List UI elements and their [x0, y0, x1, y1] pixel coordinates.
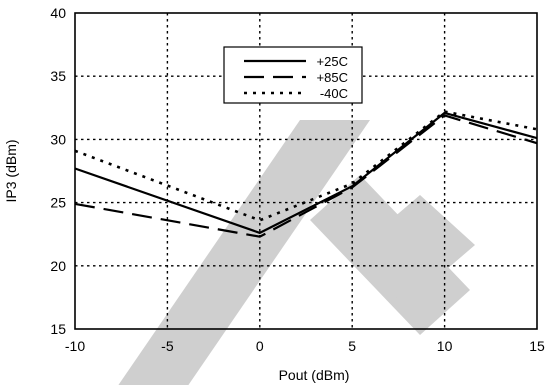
series-line-1: [75, 114, 537, 238]
x-tick-label: 10: [437, 338, 453, 354]
grid: [75, 13, 537, 329]
x-axis-label: Pout (dBm): [279, 367, 350, 383]
y-tick-label: 20: [50, 258, 66, 274]
legend-label-0: +25C: [317, 54, 348, 69]
series-group: [75, 110, 537, 238]
x-tick-label: 5: [348, 338, 356, 354]
watermark-stroke-1: [118, 120, 370, 385]
legend-label-2: -40C: [320, 86, 348, 101]
x-tick-label: -10: [65, 338, 85, 354]
plot-frame: [74, 12, 538, 330]
watermark: [118, 120, 475, 385]
x-tick-label: -5: [161, 338, 174, 354]
legend: +25C+85C-40C: [223, 46, 363, 104]
watermark-stroke-3: [350, 195, 475, 305]
x-tick-label: 0: [256, 338, 264, 354]
legend-label-1: +85C: [317, 70, 348, 85]
y-tick-label: 25: [50, 195, 66, 211]
tick-labels: -10 -5 0 5 10 15 15 20 25 30 35 40: [50, 5, 545, 354]
x-tick-label: 15: [529, 338, 545, 354]
y-tick-label: 30: [50, 131, 66, 147]
y-axis-label: IP3 (dBm): [3, 139, 19, 202]
y-tick-label: 35: [50, 68, 66, 84]
y-tick-label: 15: [50, 321, 66, 337]
y-tick-label: 40: [50, 5, 66, 21]
